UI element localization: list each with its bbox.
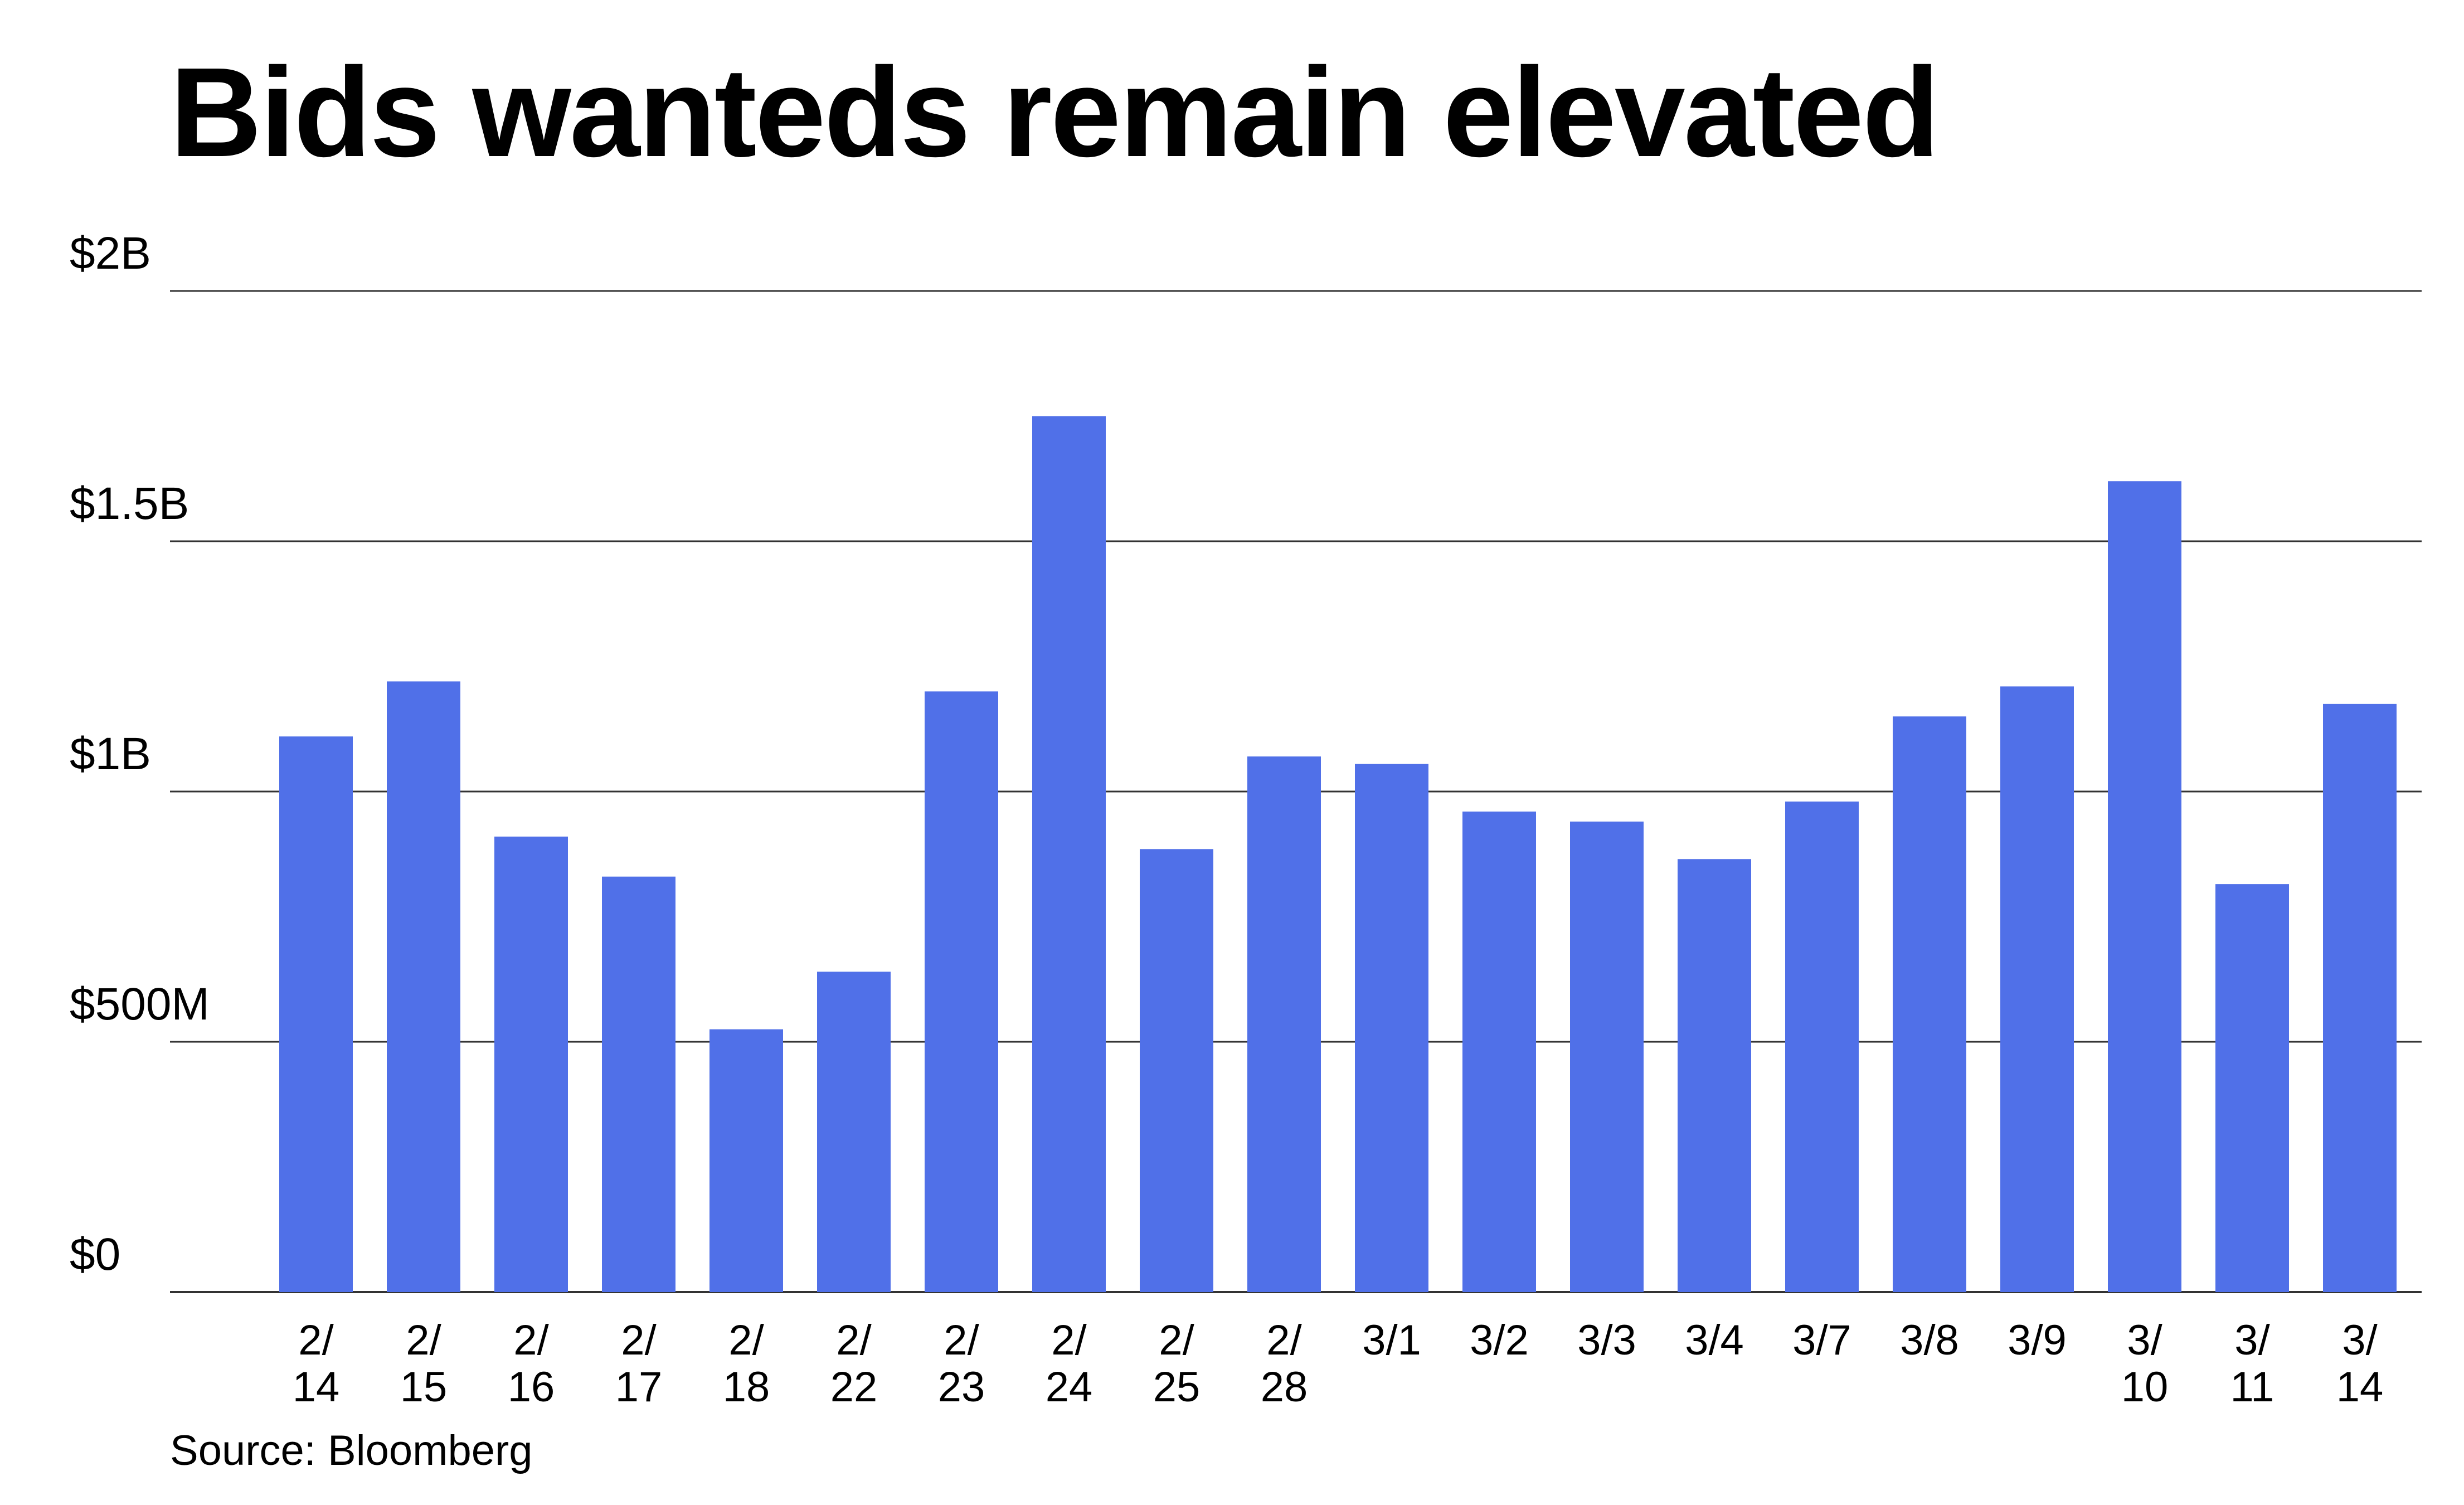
bar: [1570, 821, 1644, 1292]
x-tick-label: 11: [2230, 1363, 2275, 1411]
x-tick-label: 3/: [2234, 1317, 2270, 1364]
bar: [1785, 801, 1859, 1292]
bar: [494, 836, 568, 1292]
x-tick-label: 25: [1153, 1363, 1201, 1411]
bar: [279, 736, 353, 1292]
bar: [602, 876, 675, 1292]
bar: [925, 691, 998, 1292]
x-tick-label: 3/7: [1792, 1317, 1851, 1364]
y-axis-ticks: $0 $500M $1B $1.5B $2B: [70, 228, 210, 1280]
bar: [1678, 859, 1751, 1292]
x-tick-label: 14: [2336, 1363, 2384, 1411]
y-tick-label: $0: [70, 1229, 120, 1280]
bar: [1247, 756, 1321, 1292]
x-tick-label: 24: [1046, 1363, 1093, 1411]
x-tick-label: 2/: [728, 1317, 764, 1364]
y-tick-label: $1.5B: [70, 478, 189, 529]
x-tick-label: 2/: [1266, 1317, 1302, 1364]
bar: [1032, 416, 1106, 1292]
x-tick-label: 16: [508, 1363, 555, 1411]
x-tick-label: 3/8: [1900, 1317, 1959, 1364]
x-tick-label: 2/: [836, 1317, 872, 1364]
y-tick-label: $2B: [70, 228, 151, 279]
bar: [709, 1029, 783, 1292]
x-tick-label: 14: [293, 1363, 340, 1411]
x-tick-label: 28: [1261, 1363, 1308, 1411]
x-tick-label: 3/3: [1577, 1317, 1636, 1364]
bar: [817, 972, 891, 1292]
x-tick-label: 3/: [2127, 1317, 2162, 1364]
bars: [279, 416, 2397, 1292]
x-tick-label: 2/: [621, 1317, 657, 1364]
x-tick-label: 17: [615, 1363, 663, 1411]
x-tick-label: 3/: [2342, 1317, 2378, 1364]
bar: [1462, 811, 1536, 1292]
x-tick-label: 2/: [406, 1317, 441, 1364]
y-tick-label: $1B: [70, 729, 151, 779]
bar: [2108, 481, 2181, 1292]
x-tick-label: 22: [830, 1363, 878, 1411]
x-tick-label: 15: [400, 1363, 448, 1411]
bar: [1140, 849, 1213, 1292]
source-note: Source: Bloomberg: [170, 1427, 533, 1474]
x-tick-label: 3/4: [1685, 1317, 1744, 1364]
y-tick-label: $500M: [70, 979, 210, 1030]
x-tick-label: 3/9: [2008, 1317, 2067, 1364]
x-tick-label: 10: [2121, 1363, 2169, 1411]
x-tick-label: 2/: [1051, 1317, 1087, 1364]
x-tick-label: 2/: [944, 1317, 979, 1364]
bar: [2215, 884, 2289, 1292]
bar: [387, 681, 460, 1292]
x-tick-label: 2/: [513, 1317, 549, 1364]
x-tick-label: 3/1: [1362, 1317, 1421, 1364]
bar: [1893, 716, 1966, 1292]
bar: [1355, 764, 1428, 1292]
x-tick-label: 2/: [298, 1317, 334, 1364]
x-tick-label: 2/: [1159, 1317, 1194, 1364]
chart-title: Bids wanteds remain elevated: [170, 42, 1938, 183]
bar: [2000, 686, 2074, 1292]
x-tick-label: 23: [938, 1363, 985, 1411]
bar: [2323, 703, 2397, 1292]
x-axis-ticks: 2/142/152/162/172/182/222/232/242/252/28…: [293, 1317, 2384, 1411]
x-tick-label: 18: [723, 1363, 770, 1411]
x-tick-label: 3/2: [1470, 1317, 1529, 1364]
